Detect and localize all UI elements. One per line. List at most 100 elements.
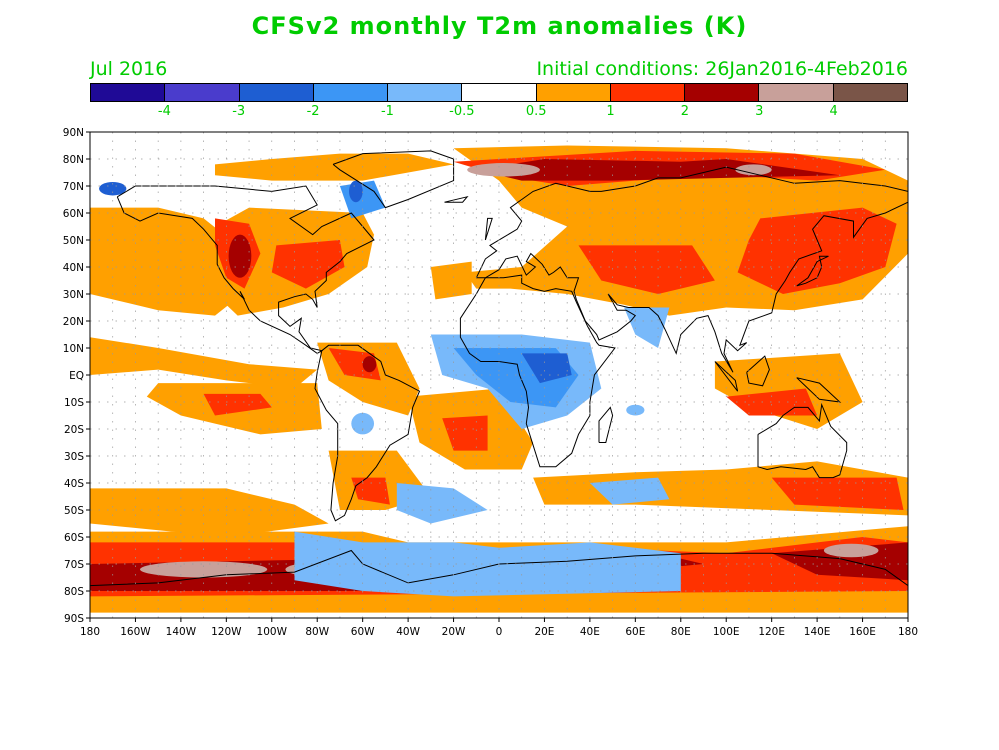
lat-label: 80N [63,154,84,166]
colorbar-label: 4 [829,104,838,119]
lat-label: 20S [64,424,84,436]
lat-label: 30N [63,289,84,301]
coastline [796,255,829,287]
very-warm-region [228,234,252,278]
lat-label: 90N [63,127,84,139]
lat-label: 30S [64,451,84,463]
strong-warm-region [203,393,272,416]
lon-label: 100W [257,626,288,638]
lat-label: 80S [64,586,84,598]
lat-label: 60N [63,208,84,220]
coastline [314,344,421,522]
lat-label: 70N [63,181,84,193]
colorbar-swatch-10 [833,84,907,101]
strong-warm-region [442,415,488,451]
lat-label: 60S [64,532,84,544]
colorbar-swatch-3 [313,84,389,101]
lat-label: 50N [63,235,84,247]
colorbar-label: -3 [232,104,246,119]
lat-label: 10N [63,343,84,355]
coastline [332,150,455,209]
colorbar-swatch-6 [536,84,611,101]
cool-anomaly-region [349,180,363,203]
lon-label: 40E [580,626,600,638]
lat-label: 50S [64,505,84,517]
coastline [459,274,616,468]
extreme-warm-core [823,543,879,558]
coastline [746,355,770,387]
strong-warm-region [578,245,715,294]
coastline [476,201,908,373]
colorbar-swatch-4 [388,84,463,101]
strong-warm-region [351,477,390,505]
cool-anomaly-region [396,483,488,524]
colorbar-swatch-2 [239,84,314,101]
colorbar-swatch-1 [165,84,240,101]
very-warm-region [362,356,377,373]
coastline [90,549,908,587]
colorbar-label: 0.5 [525,104,547,119]
colorbar-label: 2 [680,104,690,119]
lon-label: 160W [120,626,151,638]
lon-label: 40W [396,626,420,638]
coastline [757,402,848,479]
lon-label: 0 [496,626,503,638]
strong-warm-region [737,207,897,294]
coastline [598,406,614,443]
colorbar-swatch-5 [462,84,537,101]
lon-label: 140W [166,626,197,638]
strong-warm-region [771,477,904,510]
lon-label: 100E [713,626,740,638]
cool-anomaly-region [624,307,670,348]
coastline [116,185,375,354]
warm-anomaly-region [90,207,250,316]
colorbar-label: -0.5 [449,104,475,119]
valid-month-label: Jul 2016 [90,58,168,80]
lat-label: 90S [64,613,84,625]
lon-label: 80W [305,626,329,638]
cool-anomaly-region [521,353,572,384]
strong-warm-region [328,348,381,381]
lat-label: 20N [63,316,84,328]
colorbar-swatch-8 [685,84,760,101]
chart-title: CFSv2 monthly T2m anomalies (K) [251,12,748,40]
warm-anomaly-region [215,153,454,181]
colorbar-label: 1 [606,104,615,119]
lat-label: 40N [63,262,84,274]
warm-anomaly-region [90,488,329,537]
lon-label: 180 [80,626,100,638]
cool-anomaly-region [99,181,127,196]
coastline [714,361,739,392]
lat-label: 40S [64,478,84,490]
coastline [475,166,908,279]
warm-anomaly-region [430,261,472,300]
cool-anomaly-region [626,404,645,416]
lon-label: 60E [625,626,645,638]
extreme-warm-core [735,164,772,176]
lon-label: 120W [211,626,242,638]
cool-anomaly-region [294,531,681,597]
colorbar-label: -4 [157,104,171,119]
colorbar-swatch-7 [610,84,686,101]
lon-label: 140E [804,626,831,638]
colorbar-swatch-9 [759,84,834,101]
extreme-warm-core [467,163,540,177]
colorbar-label: 3 [755,104,764,119]
lon-label: 160E [849,626,876,638]
strong-warm-region [726,388,818,416]
lat-label: 70S [64,559,84,571]
colorbar [90,83,908,102]
colorbar-label: -1 [380,104,394,119]
lon-label: 80E [671,626,691,638]
lon-label: 60W [351,626,375,638]
lat-label: EQ [69,370,84,382]
colorbar-label: -2 [306,104,320,119]
lon-label: 20E [534,626,554,638]
lat-label: 10S [64,397,84,409]
cool-anomaly-region [589,477,670,505]
lon-label: 120E [758,626,785,638]
lon-label: 20W [442,626,466,638]
colorbar-swatch-0 [91,84,166,101]
colorbar-labels: -4 -3 -2 -1 -0.5 0.5 1 2 3 4 [90,104,908,120]
